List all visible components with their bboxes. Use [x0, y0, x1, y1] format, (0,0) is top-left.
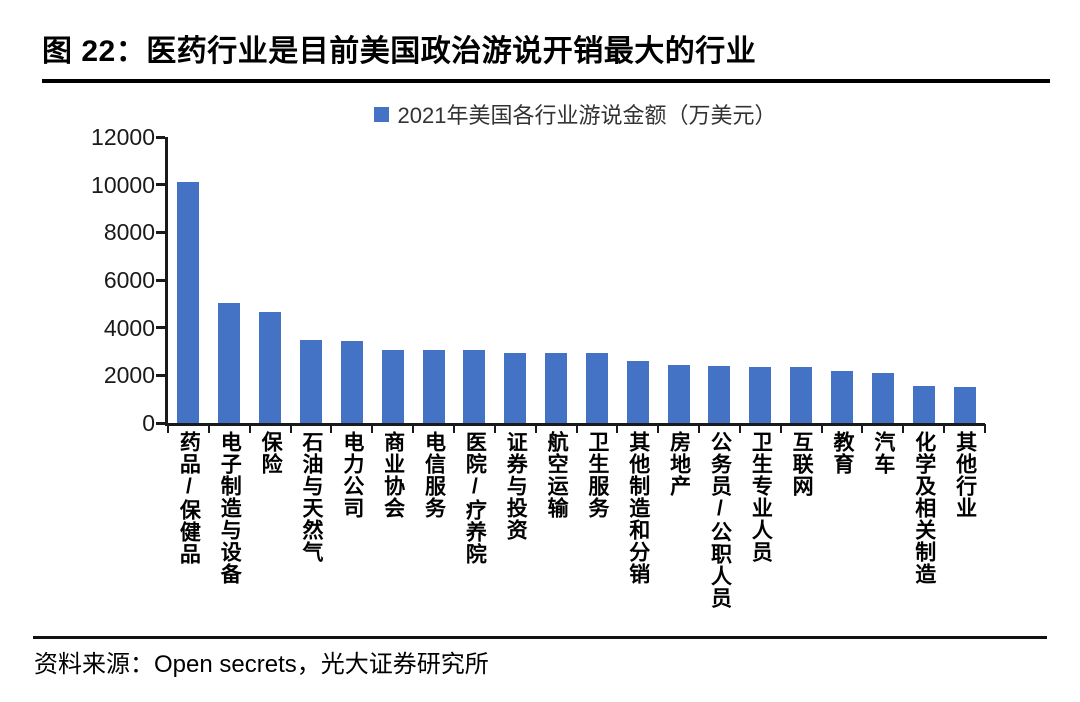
- y-axis-tick: [156, 183, 165, 187]
- x-axis-label: 互联网: [790, 431, 814, 497]
- x-axis-label: 教育: [831, 431, 855, 475]
- x-axis-label: 房地产: [667, 431, 691, 497]
- x-axis-tick: [984, 424, 986, 433]
- figure-title: 图 22：医药行业是目前美国政治游说开销最大的行业: [42, 35, 757, 68]
- bar: [504, 352, 527, 423]
- x-axis-tick: [248, 424, 251, 433]
- x-axis-label: 电子制造与设备: [218, 431, 242, 585]
- x-axis-tick: [738, 424, 741, 433]
- y-axis-tick-label: 6000: [103, 267, 155, 293]
- x-axis-tick: [861, 424, 864, 433]
- y-axis-tick-label: 10000: [91, 171, 155, 198]
- bar: [667, 364, 690, 423]
- bar: [708, 365, 731, 423]
- y-axis-tick: [156, 278, 165, 282]
- bar: [953, 387, 976, 423]
- x-axis-tick: [698, 424, 701, 433]
- legend-label: 2021年美国各行业游说金额（万美元）: [397, 103, 777, 128]
- source-note: 资料来源：Open secrets，光大证券研究所: [34, 651, 489, 678]
- x-axis-label: 医院/疗养院: [463, 431, 487, 565]
- x-axis-tick: [820, 424, 823, 433]
- bar: [749, 367, 772, 423]
- y-axis-tick: [156, 135, 165, 139]
- bar: [831, 370, 854, 423]
- bar: [585, 352, 608, 423]
- x-axis-label: 卫生专业人员: [749, 431, 773, 563]
- x-axis-label: 航空运输: [545, 431, 569, 519]
- bar: [340, 340, 363, 423]
- x-axis-label: 其他行业: [953, 431, 977, 519]
- x-axis-tick: [575, 424, 578, 433]
- bar: [422, 349, 445, 423]
- x-axis-label: 电力公司: [340, 431, 364, 519]
- x-axis-tick: [616, 424, 619, 433]
- title-divider: [42, 79, 1050, 83]
- x-axis-label: 石油与天然气: [299, 431, 323, 563]
- x-axis-label: 商业协会: [381, 431, 405, 519]
- x-axis-label: 卫生服务: [585, 431, 609, 519]
- x-axis-tick: [779, 424, 782, 433]
- source-divider: [33, 636, 1047, 639]
- bar: [912, 386, 935, 423]
- x-axis-label: 化学及相关制造: [912, 431, 936, 585]
- x-axis-label: 公务员/公职人员: [708, 431, 732, 609]
- x-axis-label: 证券与投资: [504, 431, 528, 541]
- y-axis-tick-label: 8000: [103, 219, 155, 246]
- x-axis-tick: [289, 424, 292, 433]
- y-axis-tick-label: 2000: [103, 362, 155, 389]
- y-axis-tick: [156, 373, 165, 377]
- x-axis-tick: [371, 424, 374, 433]
- x-axis-label: 药品/保健品: [177, 431, 201, 565]
- x-axis-tick: [902, 424, 905, 433]
- bar: [259, 312, 282, 423]
- y-axis-tick: [156, 421, 165, 425]
- y-axis-tick: [156, 326, 165, 330]
- x-axis-label: 其他制造和分销: [626, 431, 650, 585]
- x-axis-tick: [534, 424, 537, 433]
- chart-legend: 2021年美国各行业游说金额（万美元）: [165, 101, 985, 128]
- x-axis-label: 汽车: [871, 431, 895, 475]
- bar: [871, 372, 894, 423]
- plot-area: [165, 137, 985, 426]
- x-axis-tick: [167, 424, 169, 433]
- bar: [218, 302, 241, 423]
- y-axis-tick-label: 4000: [103, 314, 155, 341]
- x-axis-tick: [330, 424, 333, 433]
- x-axis-tick: [493, 424, 496, 433]
- bar: [463, 350, 486, 423]
- x-axis-label: 保险: [259, 431, 283, 475]
- x-axis-tick: [657, 424, 660, 433]
- y-axis-tick-label: 0: [142, 410, 155, 436]
- y-axis-tick-label: 12000: [91, 124, 155, 150]
- x-axis-labels: 药品/保健品 电子制造与设备 保险 石油与天然气 电力公司 商业协会 电信服务 医院/疗养院证…: [165, 431, 985, 643]
- bar: [790, 367, 813, 423]
- bar: [381, 349, 404, 423]
- x-axis-tick: [207, 424, 210, 433]
- x-axis-label: 电信服务: [422, 431, 446, 519]
- y-axis-tick: [156, 230, 165, 234]
- bar: [545, 352, 568, 423]
- bar: [177, 182, 200, 423]
- bar: [299, 339, 322, 423]
- bar: [626, 361, 649, 423]
- legend-swatch-icon: [373, 106, 389, 122]
- x-axis-tick: [412, 424, 415, 433]
- x-axis-tick: [943, 424, 946, 433]
- x-axis-tick: [452, 424, 455, 433]
